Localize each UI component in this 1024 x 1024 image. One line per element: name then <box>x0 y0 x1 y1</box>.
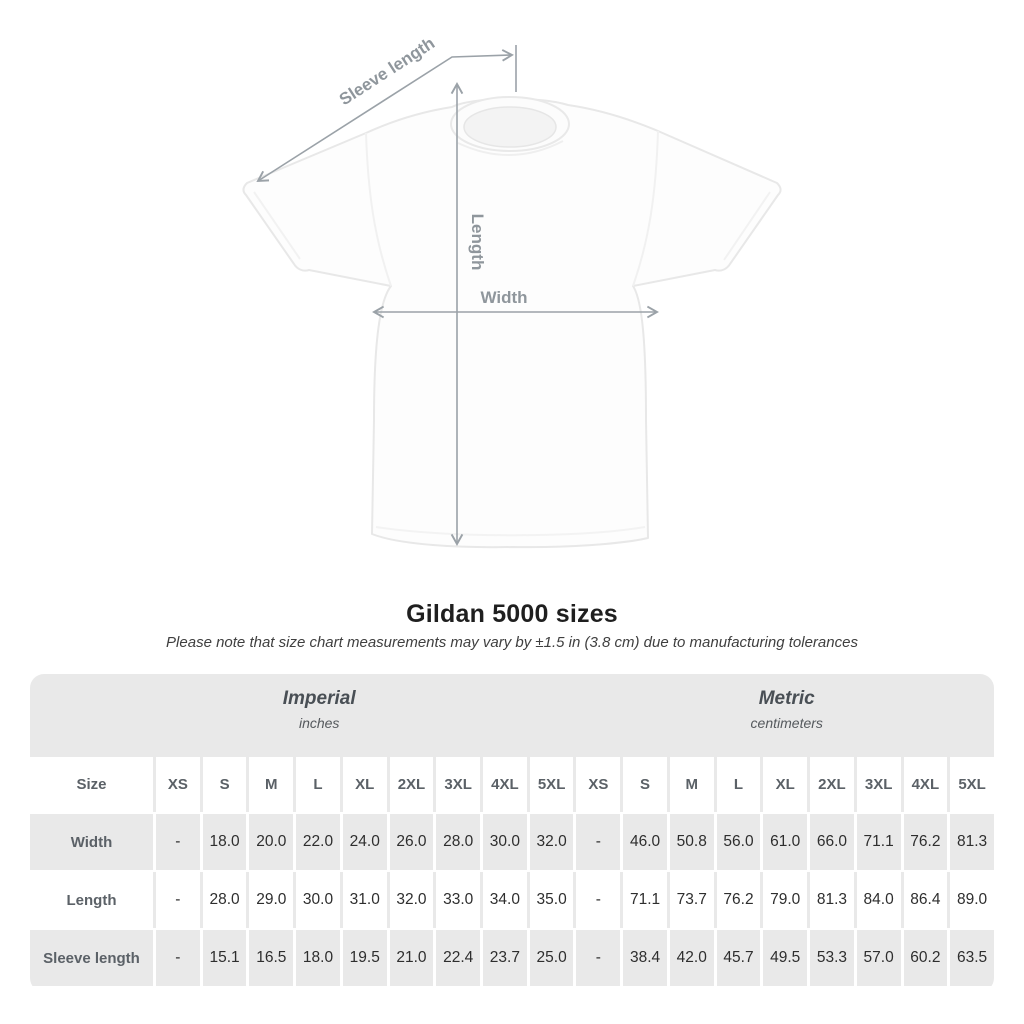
tolerance-note: Please note that size chart measurements… <box>166 634 858 651</box>
size-header-cell: XL <box>342 757 387 812</box>
measurement-cell: 66.0 <box>810 814 854 870</box>
tshirt-measurement-diagram: Sleeve length Length Width <box>242 34 782 549</box>
measurement-cell: 28.0 <box>202 872 247 928</box>
size-header-cell: M <box>249 757 294 812</box>
metric-sublabel: centimeters <box>750 715 823 731</box>
measurement-cell: 84.0 <box>856 872 901 928</box>
measurement-cell: 19.5 <box>342 930 387 986</box>
measurement-cell: 42.0 <box>669 930 714 986</box>
size-header-cell: S <box>202 757 247 812</box>
measurement-cell: 73.7 <box>669 872 714 928</box>
imperial-label: Imperial <box>282 688 356 709</box>
measurement-cell: 71.1 <box>856 814 901 870</box>
measurement-cell: 22.0 <box>296 814 340 870</box>
measurement-cell: 20.0 <box>249 814 294 870</box>
size-header-cell: XS <box>576 757 621 812</box>
measurement-cell: 60.2 <box>903 930 948 986</box>
size-header-cell: 3XL <box>856 757 901 812</box>
size-header-cell: L <box>296 757 340 812</box>
measurement-cell: 15.1 <box>202 930 247 986</box>
measurement-cell: 38.4 <box>623 930 667 986</box>
metric-label: Metric <box>758 688 815 709</box>
measurement-cell: 35.0 <box>529 872 574 928</box>
units-band: Imperial inches Metric centimeters <box>30 674 994 757</box>
measurement-cell: 81.3 <box>810 872 854 928</box>
measurement-cell: 26.0 <box>389 814 434 870</box>
size-header-cell: 5XL <box>529 757 574 812</box>
size-header-cell: XL <box>763 757 808 812</box>
imperial-sublabel: inches <box>298 715 340 731</box>
measurement-cell: 30.0 <box>296 872 340 928</box>
size-header-cell: 5XL <box>950 757 994 812</box>
measurement-cell: 24.0 <box>342 814 387 870</box>
measurement-cell: 76.2 <box>903 814 948 870</box>
size-chart-table: Imperial inches Metric centimeters Size X… <box>30 674 994 992</box>
measurement-cell: 16.5 <box>249 930 294 986</box>
measurement-cell: - <box>576 814 621 870</box>
measurement-cell: 57.0 <box>856 930 901 986</box>
measurement-cell: 29.0 <box>249 872 294 928</box>
size-column-header: Size <box>30 757 153 812</box>
size-table-body: Size XS S M L XL 2XL 3XL 4XL 5XL XS S M L XL 2XL 3XL 4XL 5… <box>30 757 994 986</box>
measurement-cell: 53.3 <box>810 930 854 986</box>
measurement-cell: 25.0 <box>529 930 574 986</box>
size-header-cell: XS <box>156 757 200 812</box>
measurement-cell: 56.0 <box>716 814 761 870</box>
measurement-cell: 18.0 <box>202 814 247 870</box>
measurement-cell: 45.7 <box>716 930 761 986</box>
size-header-cell: S <box>623 757 667 812</box>
table-row: Length -28.0 29.0 30.0 31.0 32.0 33.0 34.0 35.0-… <box>30 870 994 928</box>
table-row: Sleeve length -15.1 16.5 18.0 19.5 21.0 22.4 23… <box>30 928 994 986</box>
measurement-cell: - <box>576 872 621 928</box>
imperial-unit-group: Imperial inches <box>30 688 608 731</box>
row-label-cell: Sleeve length <box>30 930 153 986</box>
measurement-cell: 46.0 <box>623 814 667 870</box>
measurement-cell: 32.0 <box>389 872 434 928</box>
size-header-cell: 2XL <box>810 757 854 812</box>
size-header-cell: 4XL <box>483 757 527 812</box>
tshirt-illustration <box>242 96 782 549</box>
measurement-cell: 23.7 <box>483 930 527 986</box>
row-label-cell: Length <box>30 872 153 928</box>
measurement-cell: 49.5 <box>763 930 808 986</box>
length-label: Length <box>468 214 487 271</box>
measurement-cell: - <box>156 930 200 986</box>
measurement-cell: 63.5 <box>950 930 994 986</box>
page-title: Gildan 5000 sizes <box>406 600 618 628</box>
row-label-cell: Width <box>30 814 153 870</box>
measurement-cell: 79.0 <box>763 872 808 928</box>
size-header-cell: 2XL <box>389 757 434 812</box>
size-header-cell: M <box>669 757 714 812</box>
measurement-cell: 50.8 <box>669 814 714 870</box>
size-header-cell: 3XL <box>436 757 481 812</box>
measurement-cell: 18.0 <box>296 930 340 986</box>
measurement-cell: 71.1 <box>623 872 667 928</box>
measurement-cell: 89.0 <box>950 872 994 928</box>
measurement-cell: - <box>156 814 200 870</box>
measurement-cell: 30.0 <box>483 814 527 870</box>
measurement-cell: 31.0 <box>342 872 387 928</box>
measurement-cell: 21.0 <box>389 930 434 986</box>
metric-unit-group: Metric centimeters <box>579 688 994 731</box>
table-header-row: Size XS S M L XL 2XL 3XL 4XL 5XL XS S M L XL 2XL 3XL 4XL 5… <box>30 757 994 812</box>
measurement-cell: 34.0 <box>483 872 527 928</box>
measurement-cell: 22.4 <box>436 930 481 986</box>
measurement-cell: - <box>156 872 200 928</box>
measurement-cell: 81.3 <box>950 814 994 870</box>
measurement-cell: 28.0 <box>436 814 481 870</box>
measurement-cell: 76.2 <box>716 872 761 928</box>
measurement-cell: - <box>576 930 621 986</box>
measurement-cell: 33.0 <box>436 872 481 928</box>
measurement-cell: 61.0 <box>763 814 808 870</box>
size-header-cell: 4XL <box>903 757 948 812</box>
width-label: Width <box>480 288 527 307</box>
table-row: Width -18.0 20.0 22.0 24.0 26.0 28.0 30.0 32.0-4… <box>30 812 994 870</box>
size-header-cell: L <box>716 757 761 812</box>
measurement-cell: 32.0 <box>529 814 574 870</box>
measurement-cell: 86.4 <box>903 872 948 928</box>
sleeve-length-arrow <box>256 49 514 183</box>
